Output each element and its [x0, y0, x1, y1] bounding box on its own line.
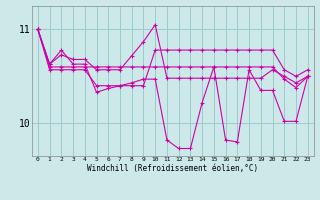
X-axis label: Windchill (Refroidissement éolien,°C): Windchill (Refroidissement éolien,°C)	[87, 164, 258, 173]
